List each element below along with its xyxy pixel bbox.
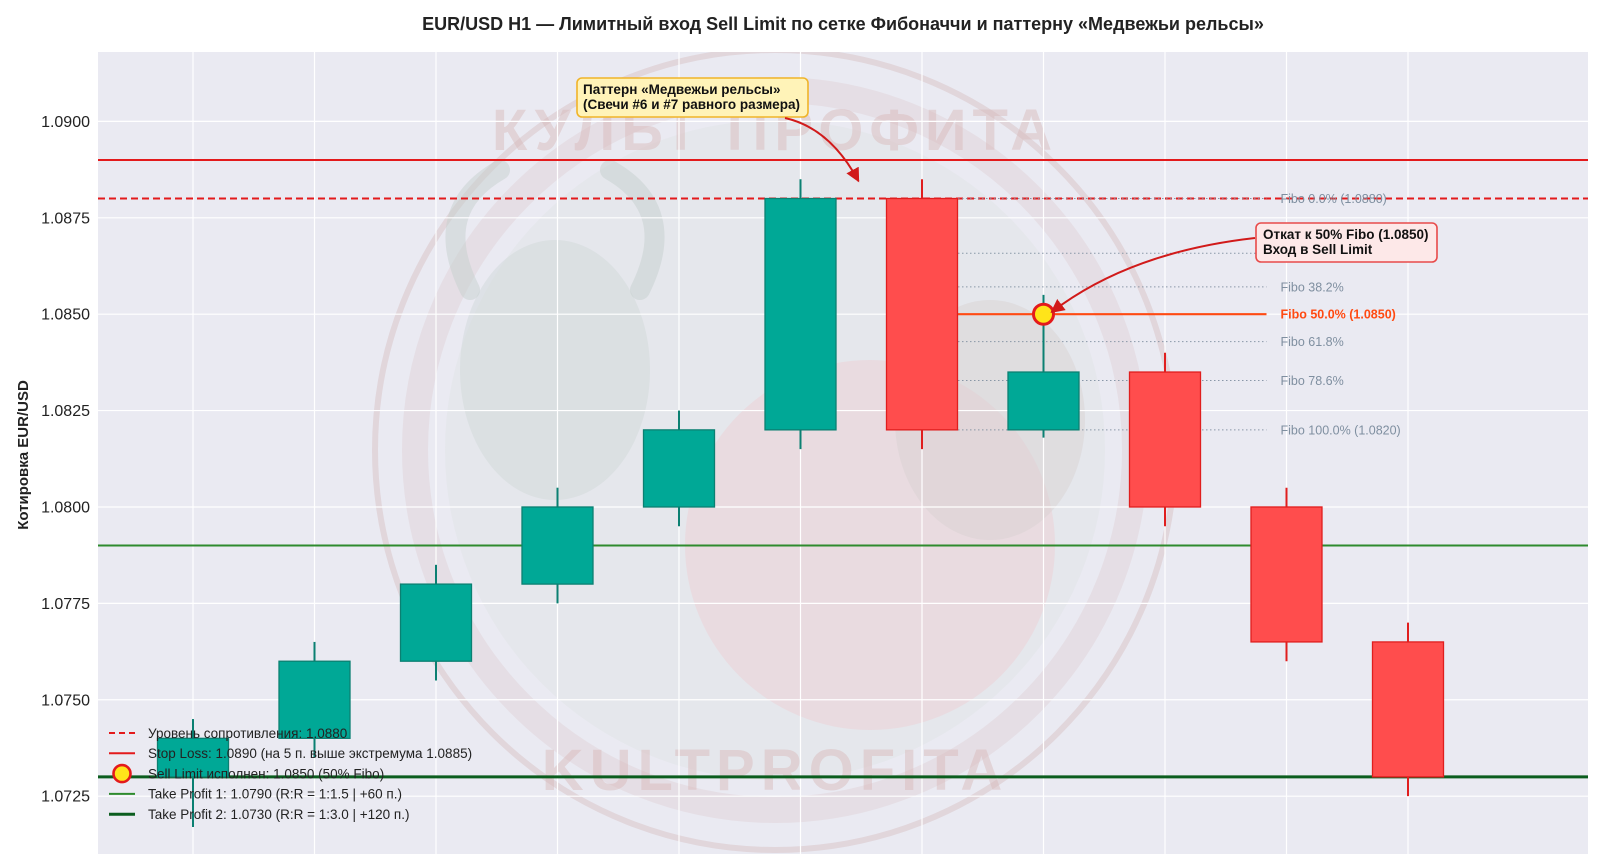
candle [1371, 622, 1445, 797]
candle [156, 719, 230, 828]
candle [1007, 294, 1080, 438]
legend-entry: Take Profit 1: 1.0790 (R:R = 1:1.5 | +60… [109, 787, 402, 802]
chart-title: EUR/USD H1 — Лимитный вход Sell Limit по… [422, 14, 1264, 34]
fibo-level-label: Fibo 61.8% [1281, 335, 1344, 349]
annotation-box-entry [1255, 222, 1438, 263]
entry-marker [1032, 302, 1055, 326]
watermark-bull-horn-left [445, 160, 510, 300]
candle-body [885, 197, 959, 431]
legend-label: Sell Limit исполнен: 1.0850 (50% Fibo) [148, 766, 384, 781]
annotation-text-pattern: Паттерн «Медвежьи рельсы» [583, 82, 780, 97]
watermark-bull-horn-right [600, 160, 665, 300]
candle [521, 487, 594, 604]
candle-body [1128, 371, 1202, 508]
fibo-level-label: Fibo 50.0% (1.0850) [1281, 308, 1396, 322]
candle [1128, 352, 1202, 527]
fibo-level-label: Fibo 38.2% [1281, 280, 1344, 294]
y-axis-ticks: 1.0725 1.0750 1.0775 1.0800 1.0825 1.0850 1.08… [41, 114, 90, 806]
legend: Уровень сопротивления: 1.0880 Stop Loss: … [109, 726, 472, 822]
watermark-bull-head [460, 240, 650, 500]
annotation-text-entry: Откат к 50% Fibo (1.0850) [1263, 227, 1429, 242]
sell-limit-entry-point [1032, 302, 1055, 326]
y-tick-label: 1.0750 [41, 692, 90, 709]
y-tick-label: 1.0900 [41, 114, 90, 131]
legend-entry: Take Profit 2: 1.0730 (R:R = 1:3.0 | +12… [109, 807, 409, 822]
candle [278, 641, 351, 758]
legend-entry: Stop Loss: 1.0890 (на 5 п. выше экстрему… [109, 746, 472, 761]
candle-body [642, 429, 716, 508]
candle [885, 179, 959, 450]
candle-body [156, 737, 230, 778]
watermark-text-bottom: KULTPROFITA [542, 738, 1009, 803]
candle [642, 410, 716, 527]
legend-entry: Уровень сопротивления: 1.0880 [109, 726, 347, 741]
legend-label: Take Profit 1: 1.0790 (R:R = 1:1.5 | +60… [148, 787, 402, 802]
annotation-box-pattern [576, 77, 809, 118]
annotation-text-entry: Вход в Sell Limit [1263, 242, 1373, 257]
legend-entry: Sell Limit исполнен: 1.0850 (50% Fibo) [112, 763, 384, 784]
legend-label: Stop Loss: 1.0890 (на 5 п. выше экстрему… [148, 746, 472, 761]
candle [1250, 487, 1323, 662]
y-tick-label: 1.0775 [41, 596, 90, 613]
y-tick-label: 1.0825 [41, 403, 90, 420]
candle-body [1371, 641, 1445, 778]
candle-body [278, 660, 351, 739]
annotations: Паттерн «Медвежьи рельсы»(Свечи #6 и #7 … [576, 77, 1438, 314]
candle-body [764, 197, 837, 431]
candle-body [1250, 506, 1323, 643]
candle-body [521, 506, 594, 585]
price-levels [98, 158, 1588, 779]
annotation-text-pattern: (Свечи #6 и #7 равного размера) [583, 97, 800, 112]
y-axis-label: Котировка EUR/USD [15, 380, 32, 530]
legend-label: Take Profit 2: 1.0730 (R:R = 1:3.0 | +12… [148, 807, 409, 822]
y-tick-label: 1.0725 [41, 789, 90, 806]
candle [399, 564, 473, 681]
y-tick-label: 1.0875 [41, 210, 90, 227]
annotation-arrow-entry [1050, 237, 1256, 314]
candle [764, 179, 837, 450]
candle-body [399, 583, 473, 662]
annotation-arrow-pattern [784, 117, 860, 183]
candlesticks [156, 179, 1445, 828]
legend-marker-icon [112, 763, 132, 784]
y-tick-label: 1.0800 [41, 499, 90, 516]
candle-body [1007, 371, 1080, 431]
fibo-level-label: Fibo 100.0% (1.0820) [1281, 423, 1401, 437]
legend-label: Уровень сопротивления: 1.0880 [148, 726, 347, 741]
y-tick-label: 1.0850 [41, 307, 90, 324]
fibo-level-label: Fibo 0.0% (1.0880) [1281, 192, 1387, 206]
fibo-level-label: Fibo 78.6% [1281, 374, 1344, 388]
